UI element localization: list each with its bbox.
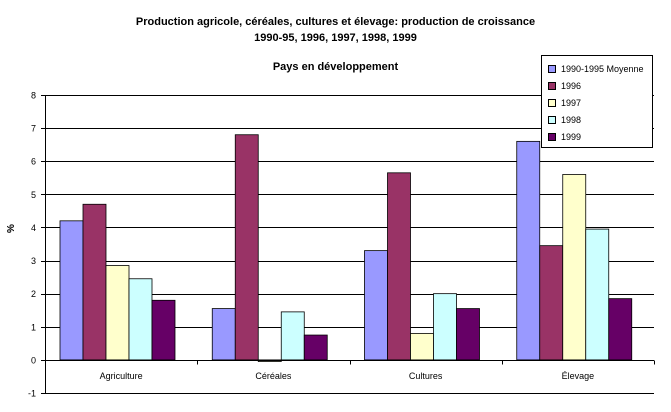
legend-swatch (548, 116, 556, 124)
bar-1997-3 (562, 174, 587, 361)
x-tick-label: Agriculture (100, 371, 143, 381)
chart-subtitle: Pays en développement (272, 61, 399, 73)
legend-label: 1990-1995 Moyenne (561, 64, 644, 74)
bar-1999-1 (303, 334, 328, 361)
bar-1997-0 (105, 265, 130, 361)
chart-title-years: 1990-95, 1996, 1997, 1998, 1999 (254, 32, 417, 44)
bar-1998-1 (280, 311, 305, 361)
legend-swatch (548, 82, 556, 90)
legend: 1990-1995 Moyenne 1996 1997 1998 1999 (541, 55, 653, 148)
bar-1990-1995-moyenne-3 (516, 140, 541, 361)
legend-item: 1997 (548, 97, 581, 109)
legend-swatch (548, 133, 556, 141)
y-tick-label: 5 (31, 190, 36, 200)
bar-1998-2 (433, 293, 457, 361)
legend-label: 1997 (561, 98, 582, 108)
bar-1996-2 (387, 172, 411, 361)
chart-title: Production agricole, céréales, cultures … (135, 16, 536, 28)
legend-label: 1996 (561, 81, 582, 91)
bar-1999-0 (151, 299, 176, 361)
y-tick-label: -1 (28, 389, 36, 399)
y-tick-label: 7 (31, 124, 36, 134)
bar-1996-0 (82, 203, 107, 361)
bar-1998-0 (128, 278, 153, 361)
y-tick-label: 3 (31, 256, 36, 266)
legend-label: 1998 (561, 115, 582, 125)
y-tick-label: 0 (31, 355, 36, 365)
x-tick-label: Céréales (255, 371, 292, 381)
legend-label: 1999 (561, 132, 582, 142)
bar-1996-1 (234, 134, 259, 361)
legend-item: 1999 (548, 131, 581, 143)
legend-item: 1998 (548, 114, 581, 126)
bar-1999-2 (456, 308, 480, 361)
bar-1998-3 (585, 228, 610, 361)
x-tick-label: Élevage (562, 371, 595, 381)
legend-swatch (548, 65, 556, 73)
y-tick-label: 1 (31, 322, 36, 332)
x-tick-label: Cultures (409, 371, 443, 381)
y-tick-label: 8 (31, 91, 36, 101)
bar-1990-1995-moyenne-1 (211, 308, 236, 361)
bar-1997-2 (410, 332, 434, 361)
bar-1996-3 (539, 245, 564, 361)
y-tick-label: 4 (31, 223, 36, 233)
bar-1999-3 (608, 298, 633, 361)
legend-item: 1996 (548, 80, 581, 92)
bar-1990-1995-moyenne-2 (364, 250, 388, 361)
legend-swatch (548, 99, 556, 107)
bar-1990-1995-moyenne-0 (59, 220, 84, 361)
y-tick-label: 2 (31, 289, 36, 299)
y-tick-label: 6 (31, 157, 36, 167)
legend-item: 1990-1995 Moyenne (548, 63, 644, 75)
